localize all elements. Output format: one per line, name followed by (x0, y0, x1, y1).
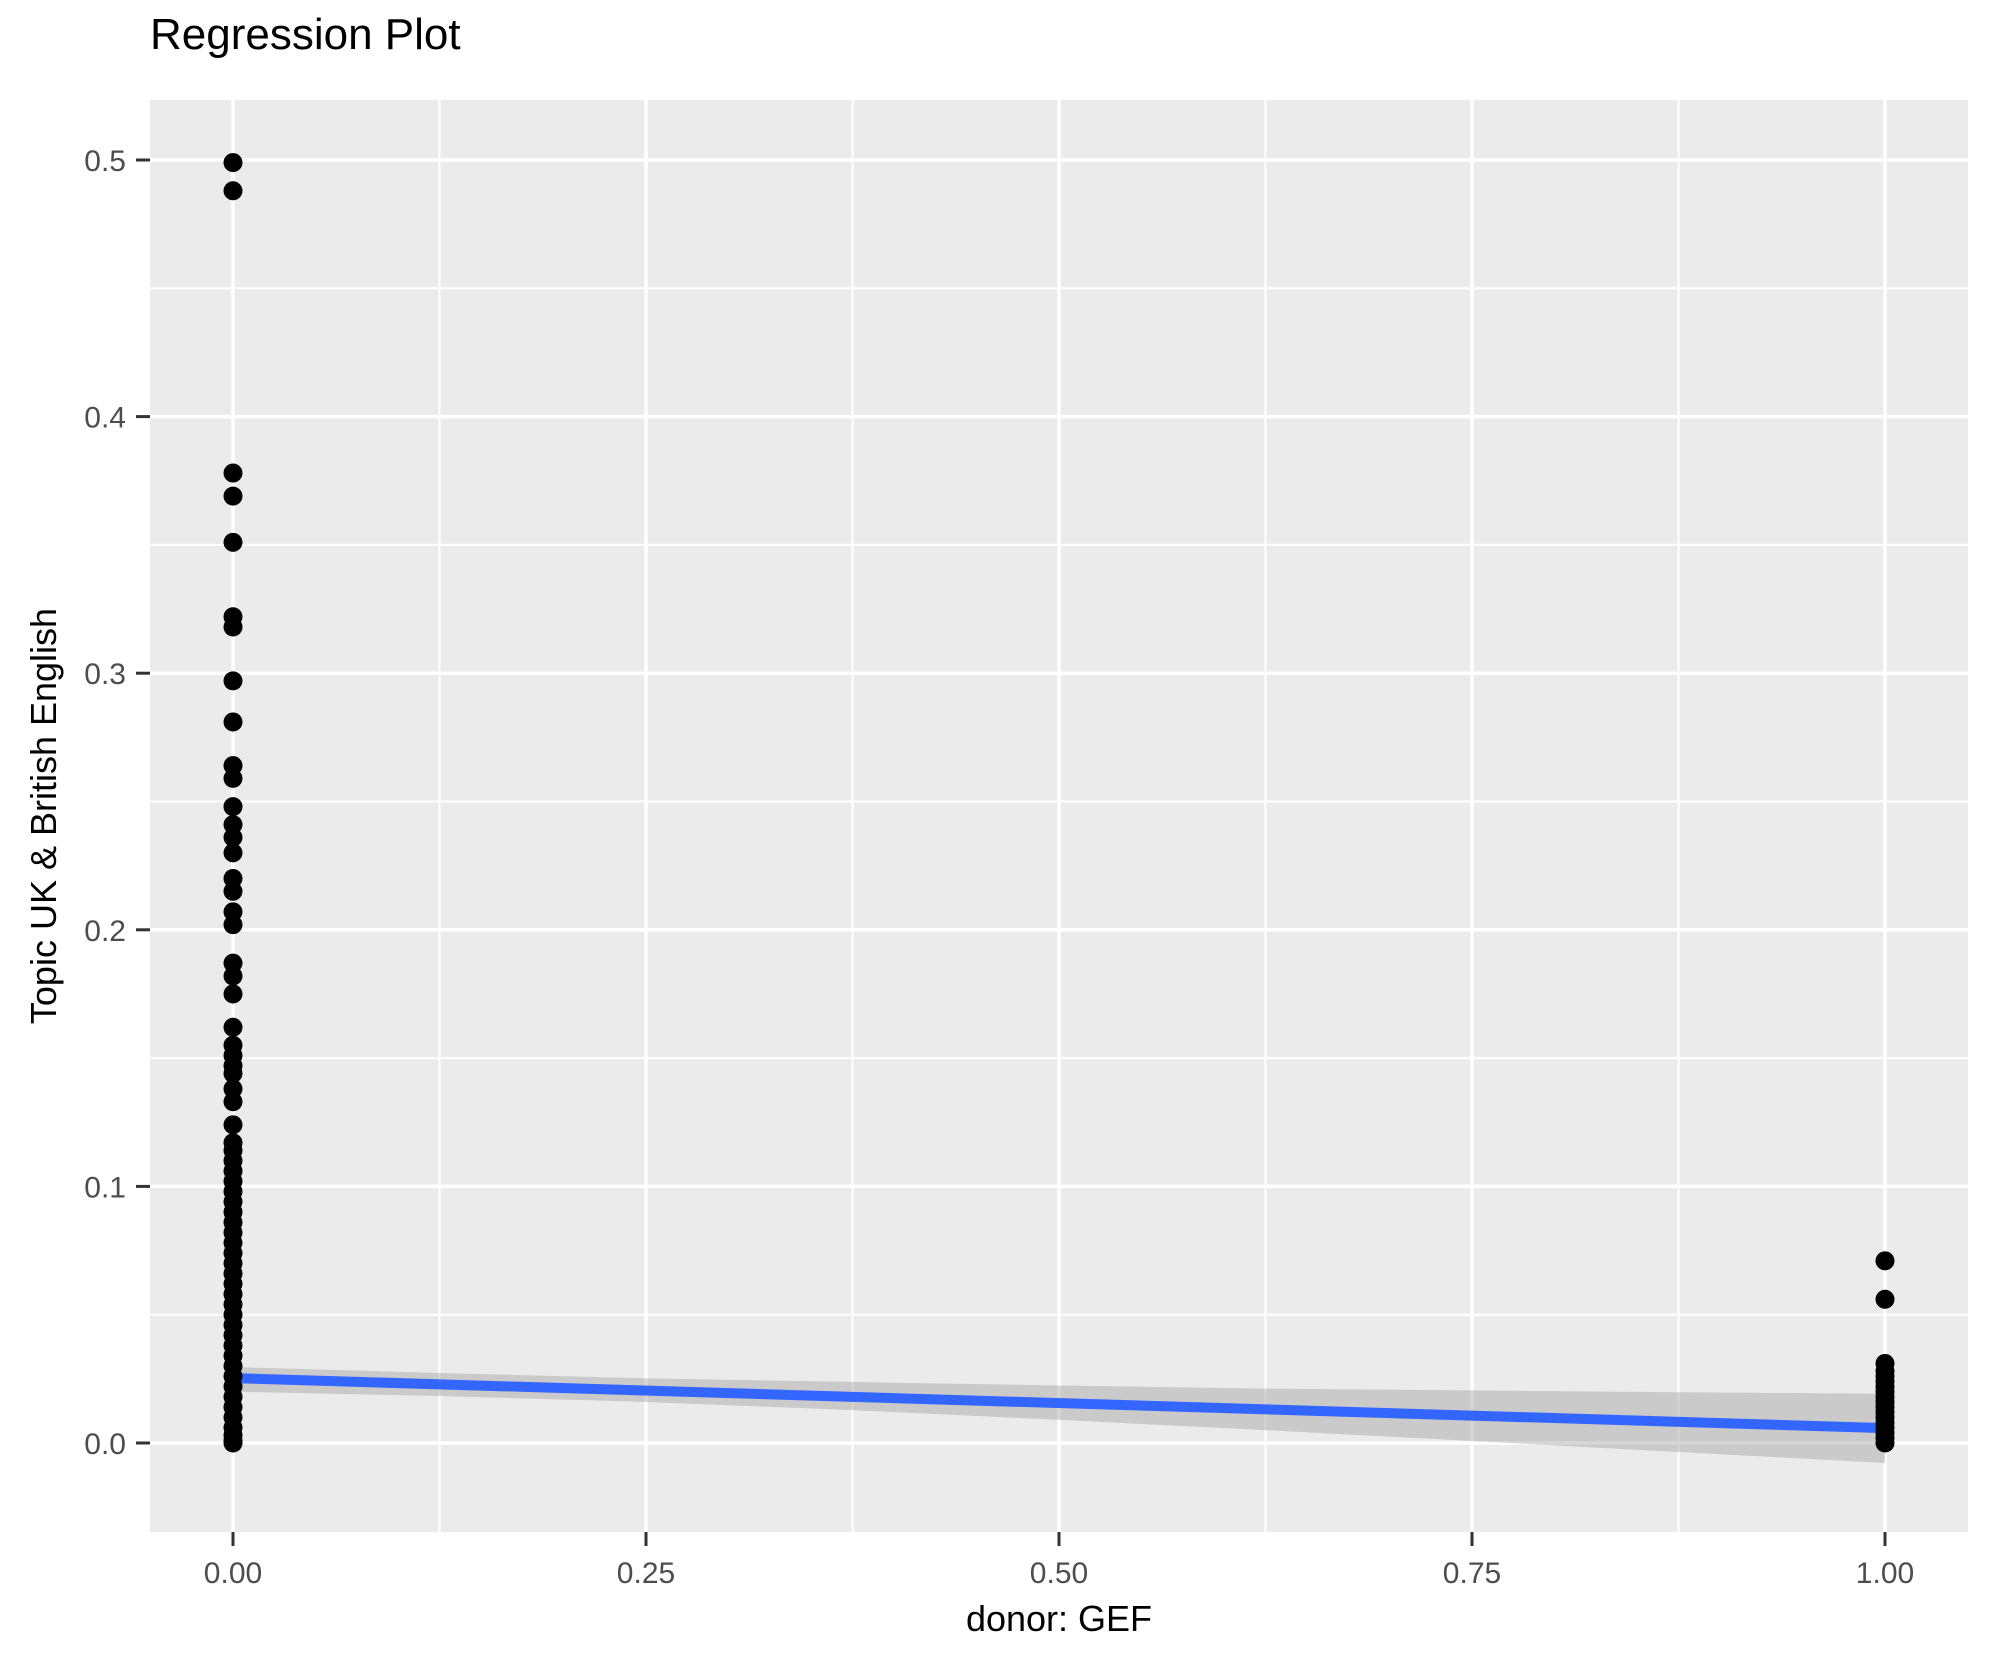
y-tick-label: 0.3 (84, 658, 126, 691)
x-tick-label: 0.25 (617, 1557, 675, 1590)
data-point (223, 1115, 243, 1135)
data-point (223, 768, 243, 788)
data-point (223, 1063, 243, 1083)
x-tick-label: 1.00 (1856, 1557, 1914, 1590)
data-point (223, 843, 243, 863)
data-point (223, 671, 243, 691)
data-point (223, 463, 243, 483)
data-point (223, 532, 243, 552)
regression-line (232, 1373, 1886, 1434)
y-axis-title: Topic UK & British English (23, 607, 64, 1025)
data-point (223, 797, 243, 817)
data-point (223, 881, 243, 901)
x-tick-label: 0.00 (204, 1557, 262, 1590)
data-point (223, 1092, 243, 1112)
data-point (223, 712, 243, 732)
y-tick-label: 0.5 (84, 145, 126, 178)
x-axis-title: donor: GEF (965, 1598, 1153, 1639)
data-point (223, 1433, 243, 1453)
data-point (223, 827, 243, 847)
data-point (223, 486, 243, 506)
y-tick-label: 0.2 (84, 915, 126, 948)
x-tick-label: 0.50 (1030, 1557, 1088, 1590)
data-point (1875, 1433, 1895, 1453)
x-tick-label: 0.75 (1443, 1557, 1501, 1590)
data-point (223, 617, 243, 637)
data-point (223, 153, 243, 173)
y-tick-label: 0.1 (84, 1171, 126, 1204)
data-point (223, 915, 243, 935)
y-tick-label: 0.0 (84, 1428, 126, 1461)
data-point (1875, 1289, 1895, 1309)
data-point (1875, 1251, 1895, 1271)
data-point (223, 966, 243, 986)
y-tick-label: 0.4 (84, 402, 126, 435)
data-point (223, 984, 243, 1004)
plot-title: Regression Plot (150, 10, 461, 59)
data-point (223, 1017, 243, 1037)
data-point (223, 181, 243, 201)
